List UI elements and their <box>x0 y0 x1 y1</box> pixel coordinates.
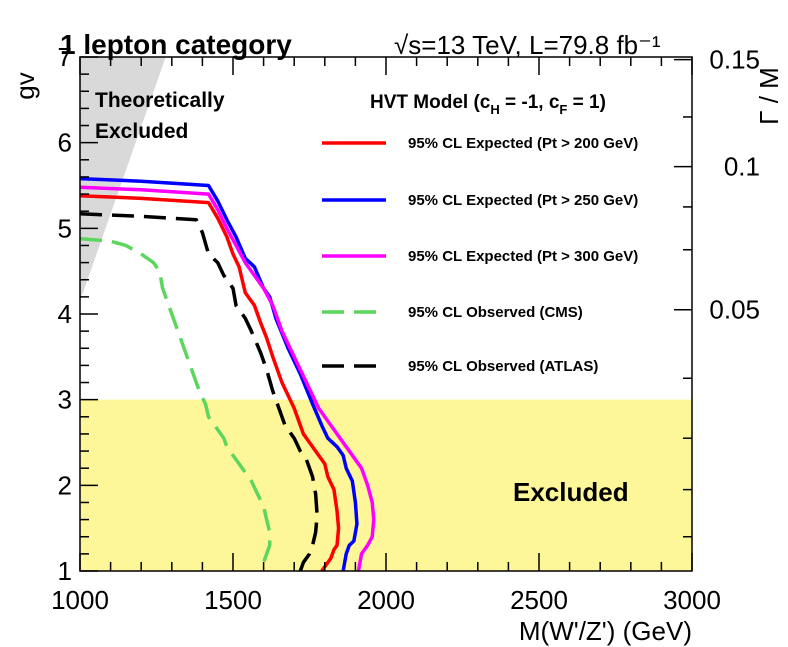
legend-label-2: 95% CL Expected (Pt > 300 GeV) <box>408 248 638 265</box>
legend-title: HVT Model (cH = -1, cF = 1) <box>370 92 606 117</box>
y-tick-label: 5 <box>58 213 72 243</box>
y-tick-label: 6 <box>58 128 72 158</box>
series-line-1 <box>79 176 359 572</box>
ticks-layer: 1000 1500 2000 2500 3000 1 2 3 4 5 6 7 0.05 0.1 0.15 <box>51 42 760 615</box>
x-axis-title: M(W'/Z') (GeV) <box>519 616 692 646</box>
y2-tick-label: 0.1 <box>724 152 760 182</box>
y-axis-title: gv <box>10 72 40 99</box>
excluded-region-label: Excluded <box>513 477 629 507</box>
x-tick-label: 1500 <box>204 585 262 615</box>
legend-label-4: 95% CL Observed (ATLAS) <box>408 358 598 375</box>
y-tick-label: 4 <box>58 299 72 329</box>
y2-tick-label: 0.05 <box>709 295 760 325</box>
region-1 <box>80 399 692 571</box>
energy-luminosity-label: √s=13 TeV, L=79.8 fb⁻¹ <box>394 30 661 60</box>
x-tick-label: 3000 <box>663 585 721 615</box>
theoretically-excluded-label-line2: Excluded <box>95 120 188 143</box>
y-tick-label: 2 <box>58 470 72 500</box>
y2-axis-title: Γ / M <box>754 67 784 125</box>
series-layer <box>79 176 376 573</box>
y-tick-label: 1 <box>58 556 72 586</box>
y-tick-label: 3 <box>58 385 72 415</box>
y2-tick-label: 0.15 <box>709 45 760 75</box>
x-tick-label: 1000 <box>51 585 109 615</box>
legend: HVT Model (cH = -1, cF = 1) 95% CL Expec… <box>322 92 638 375</box>
legend-label-3: 95% CL Observed (CMS) <box>408 304 583 321</box>
x-tick-label: 2500 <box>510 585 568 615</box>
chart-title: 1 lepton category <box>60 29 292 60</box>
legend-entries: 95% CL Expected (Pt > 200 GeV) 95% CL Exp… <box>322 135 638 375</box>
series-line-4 <box>79 212 319 572</box>
legend-label-1: 95% CL Expected (Pt > 250 GeV) <box>408 192 638 209</box>
series-line-3 <box>79 236 272 572</box>
series-line-2 <box>79 185 376 572</box>
y-tick-label: 7 <box>58 42 72 72</box>
series-line-0 <box>79 194 341 573</box>
theoretically-excluded-label-line1: Theoretically <box>95 89 225 112</box>
x-tick-label: 2000 <box>357 585 415 615</box>
legend-label-0: 95% CL Expected (Pt > 200 GeV) <box>408 135 638 152</box>
